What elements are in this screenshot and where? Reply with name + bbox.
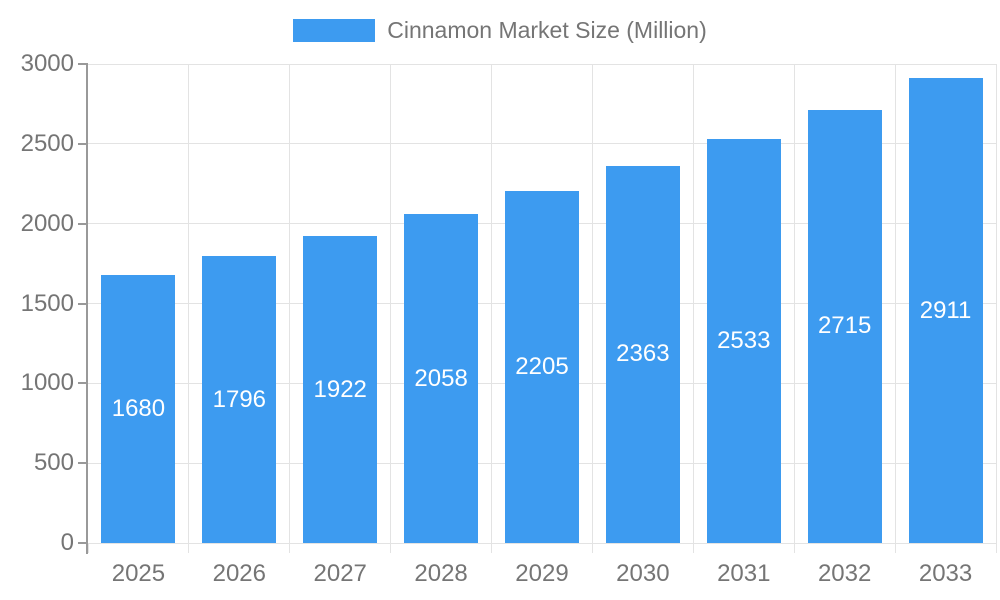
x-gridline bbox=[390, 64, 392, 543]
x-axis-tick bbox=[591, 543, 593, 553]
bar-value-label: 2533 bbox=[717, 326, 771, 354]
y-axis-tick bbox=[78, 382, 88, 385]
x-tick-label: 2028 bbox=[414, 560, 468, 587]
x-axis-tick bbox=[289, 543, 291, 553]
x-gridline bbox=[995, 64, 997, 543]
y-axis-tick bbox=[78, 222, 88, 225]
x-axis-tick bbox=[894, 543, 896, 553]
bar-value-label: 2911 bbox=[919, 296, 972, 324]
x-tick-label: 2025 bbox=[111, 560, 166, 587]
x-axis-tick bbox=[188, 543, 190, 553]
y-gridline bbox=[88, 143, 996, 145]
bar-value-label: 1796 bbox=[212, 385, 267, 413]
chart-legend[interactable]: Cinnamon Market Size (Million) bbox=[0, 17, 1000, 43]
y-tick-label: 1000 bbox=[20, 369, 74, 397]
bar: 2205 bbox=[505, 190, 579, 543]
x-axis-tick bbox=[390, 543, 392, 553]
x-axis-tick bbox=[692, 543, 694, 553]
bar-value-label: 2363 bbox=[616, 340, 670, 368]
y-tick-label: 2000 bbox=[20, 209, 74, 237]
bar: 2058 bbox=[404, 214, 479, 543]
x-gridline bbox=[491, 64, 493, 543]
bar-value-label: 2058 bbox=[414, 364, 468, 392]
x-tick-label: 2033 bbox=[918, 560, 973, 587]
bar: 2715 bbox=[807, 109, 882, 543]
x-tick-label: 2026 bbox=[212, 560, 266, 587]
y-axis-tick bbox=[78, 462, 88, 465]
x-tick-label: 2029 bbox=[515, 560, 569, 587]
x-axis-tick bbox=[995, 543, 997, 553]
bar: 1922 bbox=[303, 236, 378, 543]
legend-swatch-icon bbox=[293, 18, 376, 42]
y-axis-tick bbox=[78, 142, 88, 145]
y-tick-label: 0 bbox=[60, 529, 74, 556]
x-gridline bbox=[188, 64, 190, 543]
x-tick-label: 2027 bbox=[313, 560, 367, 587]
x-gridline bbox=[793, 64, 795, 543]
bar-value-label: 2205 bbox=[515, 352, 569, 380]
x-tick-label: 2030 bbox=[616, 560, 670, 587]
y-tick-label: 500 bbox=[33, 449, 74, 477]
x-tick-label: 2031 bbox=[717, 560, 771, 587]
y-gridline bbox=[88, 542, 996, 544]
x-gridline bbox=[894, 64, 896, 543]
x-axis-tick bbox=[87, 543, 89, 553]
bar-value-label: 1922 bbox=[313, 375, 367, 403]
x-axis-tick bbox=[793, 543, 795, 553]
y-tick-label: 2500 bbox=[20, 129, 74, 157]
y-gridline bbox=[88, 63, 996, 65]
y-tick-label: 1500 bbox=[20, 289, 74, 317]
x-gridline bbox=[692, 64, 694, 543]
y-axis-tick bbox=[78, 302, 88, 305]
x-gridline bbox=[591, 64, 593, 543]
y-axis-line bbox=[86, 64, 88, 554]
x-axis-tick bbox=[491, 543, 493, 553]
y-axis-tick bbox=[78, 542, 88, 544]
bar: 2533 bbox=[706, 138, 781, 543]
x-gridline bbox=[289, 64, 291, 543]
bar-value-label: 2715 bbox=[817, 312, 872, 340]
bar: 2363 bbox=[605, 165, 680, 543]
bar: 2911 bbox=[908, 78, 983, 543]
y-tick-label: 3000 bbox=[20, 50, 74, 77]
bar: 1680 bbox=[101, 274, 176, 543]
bar: 1796 bbox=[202, 256, 277, 543]
bar-value-label: 1680 bbox=[111, 394, 166, 422]
legend-label: Cinnamon Market Size (Million) bbox=[387, 17, 707, 43]
y-axis-tick bbox=[78, 63, 88, 65]
x-tick-label: 2032 bbox=[817, 560, 872, 587]
